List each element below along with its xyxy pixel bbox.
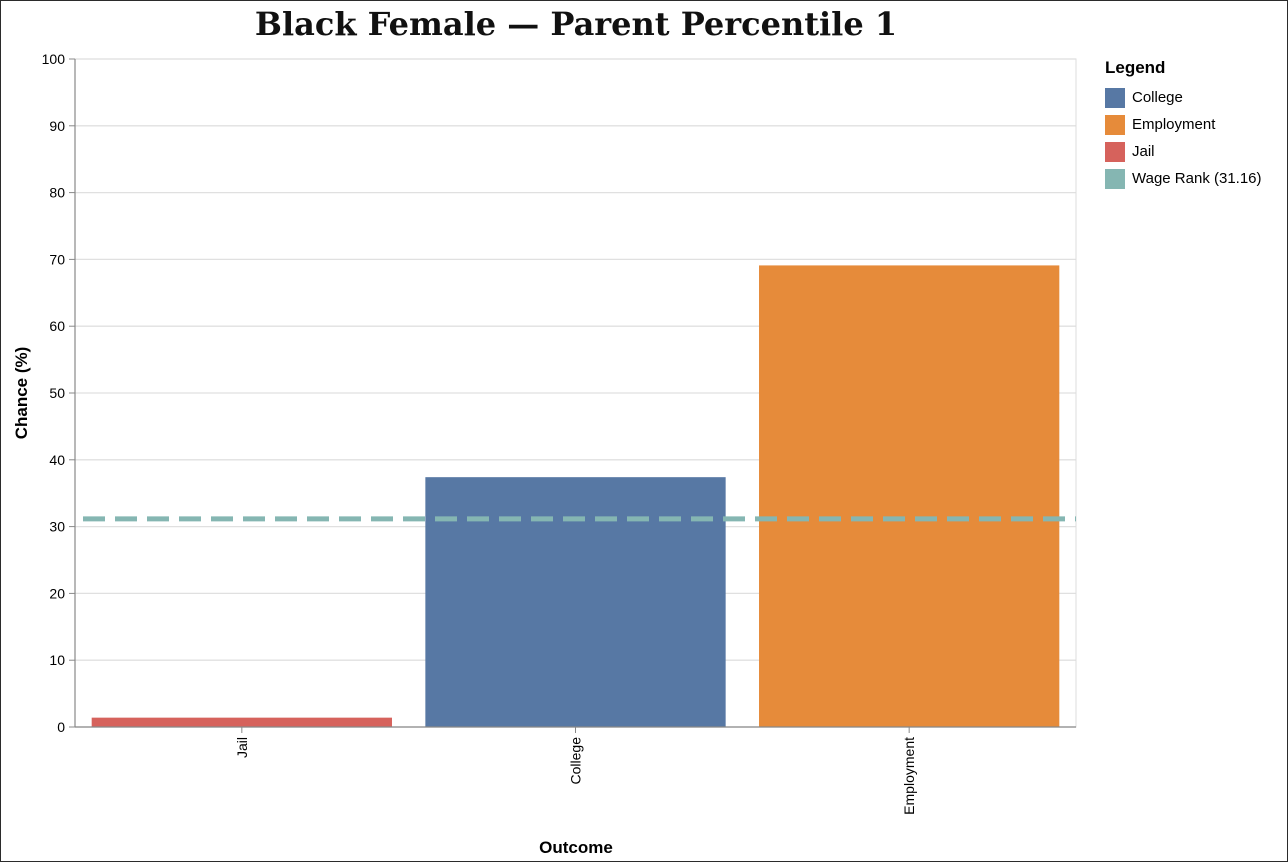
y-tick-label: 20 (49, 585, 65, 601)
x-axis-ticks: Jail College Employment (75, 726, 1076, 815)
y-tick-label: 10 (49, 652, 65, 668)
x-tick-label: College (568, 737, 584, 785)
bar-college (425, 477, 726, 727)
y-axis-ticks: 0 10 20 30 40 50 60 70 80 90 100 (42, 51, 76, 735)
legend-swatch-college (1105, 87, 1125, 108)
legend-item-college: College (1105, 84, 1262, 111)
bar-jail (91, 717, 392, 727)
y-tick-label: 70 (49, 251, 65, 267)
y-tick-label: 30 (49, 519, 65, 535)
bar-chart: 0 10 20 30 40 50 60 70 80 90 100 Jail College Employ… (12, 51, 1077, 857)
x-axis-title: Outcome (539, 838, 613, 857)
y-tick-label: 0 (57, 719, 65, 735)
legend-swatch-jail (1105, 141, 1125, 162)
legend-label-employment: Employment (1132, 116, 1216, 133)
y-tick-label: 100 (42, 51, 66, 67)
legend-item-jail: Jail (1105, 138, 1262, 165)
legend: Legend College Employment Jail Wage Rank… (1105, 58, 1262, 192)
bars (91, 265, 1060, 727)
y-tick-label: 40 (49, 452, 65, 468)
legend-swatch-employment (1105, 114, 1125, 135)
legend-item-employment: Employment (1105, 111, 1262, 138)
legend-title: Legend (1105, 58, 1166, 77)
legend-swatch-wage-rank (1105, 168, 1125, 189)
legend-label-wage-rank: Wage Rank (31.16) (1132, 170, 1262, 187)
y-tick-label: 80 (49, 185, 65, 201)
bar-employment (759, 265, 1060, 727)
legend-label-college: College (1132, 89, 1183, 106)
legend-label-jail: Jail (1132, 143, 1155, 160)
legend-item-wage-rank: Wage Rank (31.16) (1105, 165, 1262, 192)
y-axis-title: Chance (%) (12, 347, 31, 440)
chart-title: Black Female — Parent Percentile 1 (254, 5, 898, 43)
y-tick-label: 50 (49, 385, 65, 401)
y-tick-label: 60 (49, 318, 65, 334)
x-tick-label: Employment (901, 737, 917, 815)
y-tick-label: 90 (49, 118, 65, 134)
x-tick-label: Jail (234, 737, 250, 758)
